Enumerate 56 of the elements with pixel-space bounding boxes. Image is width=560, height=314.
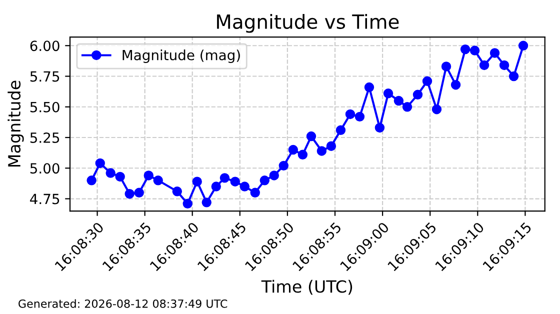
point (412, 90, 423, 100)
point (288, 144, 298, 155)
point (86, 176, 96, 186)
y-tick-label: 5.75 (30, 71, 60, 82)
point (470, 46, 480, 56)
point (345, 109, 356, 120)
point (394, 96, 404, 106)
point (220, 173, 230, 183)
point (202, 198, 212, 208)
point (124, 188, 134, 199)
point (354, 112, 365, 122)
point (298, 150, 308, 160)
point (441, 62, 452, 72)
point (106, 168, 116, 178)
point (460, 44, 470, 54)
point (115, 172, 125, 182)
point (240, 182, 250, 192)
point (499, 60, 510, 70)
y-tick-label: 5.25 (30, 132, 60, 143)
chart-title: Magnitude vs Time (217, 14, 399, 33)
y-tick-label: 6.00 (30, 40, 60, 52)
legend-label: Magnitude (mag) (122, 50, 240, 63)
point (432, 104, 442, 114)
point (402, 102, 412, 112)
point (192, 176, 202, 186)
point (211, 182, 221, 192)
point (172, 186, 182, 196)
point (250, 188, 260, 198)
point (508, 71, 519, 82)
y-tick-label: 5.00 (30, 163, 60, 174)
point (153, 176, 163, 186)
text: Generated: 2026-08-12 08:37:49 UTC (18, 299, 228, 308)
y-tick-label: 4.75 (30, 194, 60, 204)
point (144, 170, 154, 180)
point (95, 158, 105, 168)
point (518, 40, 528, 50)
point (230, 176, 240, 186)
point (374, 122, 385, 133)
point (326, 141, 336, 151)
point (306, 131, 316, 142)
point (450, 80, 461, 90)
point (134, 188, 144, 198)
x-axis-title: Time (UTC) (261, 280, 352, 295)
point (260, 176, 270, 186)
point (383, 88, 394, 98)
y-tick-label: 5.50 (30, 102, 60, 112)
point (182, 198, 192, 209)
point (364, 82, 374, 92)
point (316, 146, 327, 156)
point (278, 160, 289, 171)
y-axis-title: Magnitude (8, 80, 24, 167)
point (269, 170, 279, 180)
point (422, 76, 432, 86)
point (336, 125, 346, 136)
point (479, 60, 490, 70)
point (490, 48, 500, 58)
